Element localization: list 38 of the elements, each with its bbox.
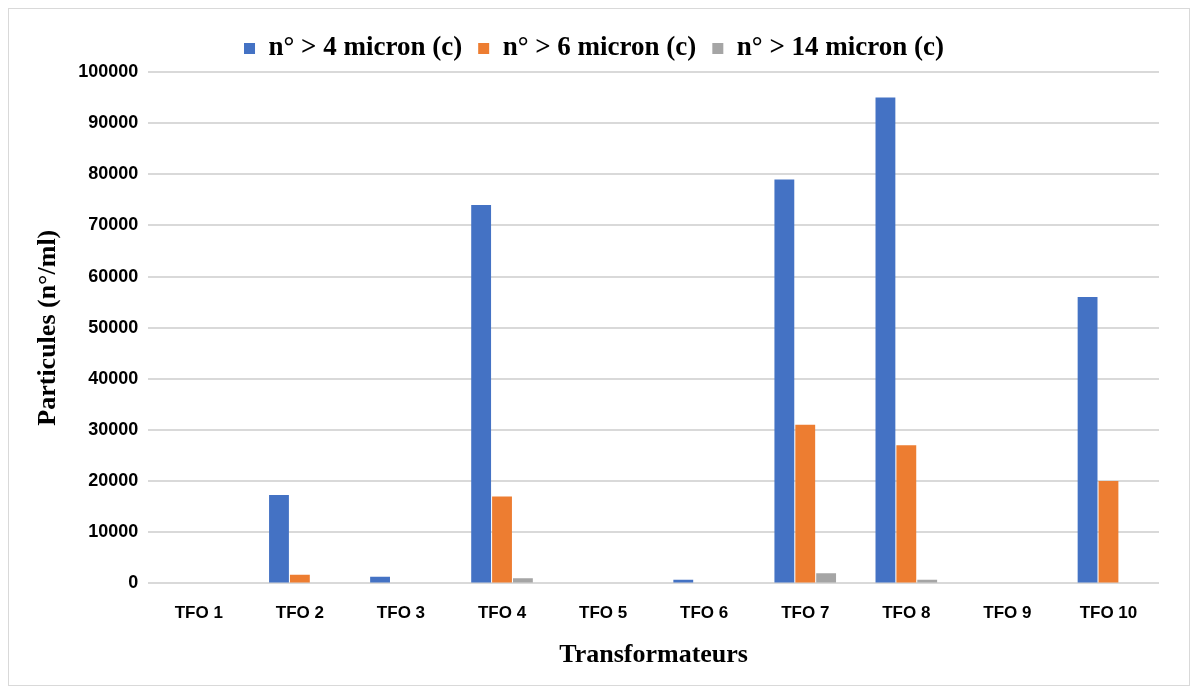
legend-label: n° > 14 micron (c) — [736, 31, 944, 62]
y-tick-label: 50000 — [88, 316, 139, 337]
bar — [1077, 297, 1098, 583]
y-tick-label: 0 — [128, 572, 139, 593]
x-tick-label: TFO 9 — [983, 603, 1032, 623]
bar — [289, 574, 310, 583]
bar — [492, 496, 512, 583]
y-tick-label: 20000 — [88, 470, 139, 491]
x-axis-title: Transformateurs — [559, 639, 748, 669]
y-tick-label: 40000 — [88, 367, 139, 388]
x-tick-label: TFO 6 — [680, 603, 729, 623]
bar — [816, 573, 837, 583]
bar — [875, 97, 896, 583]
bar — [896, 445, 917, 583]
x-tick-label: TFO 10 — [1079, 603, 1138, 623]
x-tick-label: TFO 7 — [781, 603, 830, 623]
bar — [471, 204, 492, 583]
bar — [774, 179, 795, 583]
y-tick-label: 80000 — [88, 163, 139, 184]
x-tick-label: TFO 1 — [174, 603, 223, 623]
bar — [795, 424, 816, 583]
x-tick-label: TFO 2 — [275, 603, 324, 623]
bar — [269, 494, 289, 583]
legend-label: n° > 6 micron (c) — [502, 31, 697, 62]
y-tick-label: 70000 — [88, 214, 139, 235]
y-tick-label: 30000 — [88, 418, 139, 439]
y-tick-label: 90000 — [88, 112, 139, 133]
x-tick-label: TFO 8 — [882, 603, 931, 623]
x-tick-label: TFO 5 — [579, 603, 628, 623]
bar — [1098, 481, 1119, 583]
bar — [512, 578, 533, 583]
y-tick-label: 100000 — [78, 60, 139, 81]
y-tick-label: 10000 — [88, 521, 139, 542]
x-tick-label: TFO 4 — [477, 603, 527, 623]
y-axis-title: Particules (n°/ml) — [32, 229, 62, 426]
y-tick-label: 60000 — [88, 265, 139, 286]
legend-label: n° > 4 micron (c) — [268, 31, 463, 62]
x-tick-label: TFO 3 — [376, 603, 426, 623]
